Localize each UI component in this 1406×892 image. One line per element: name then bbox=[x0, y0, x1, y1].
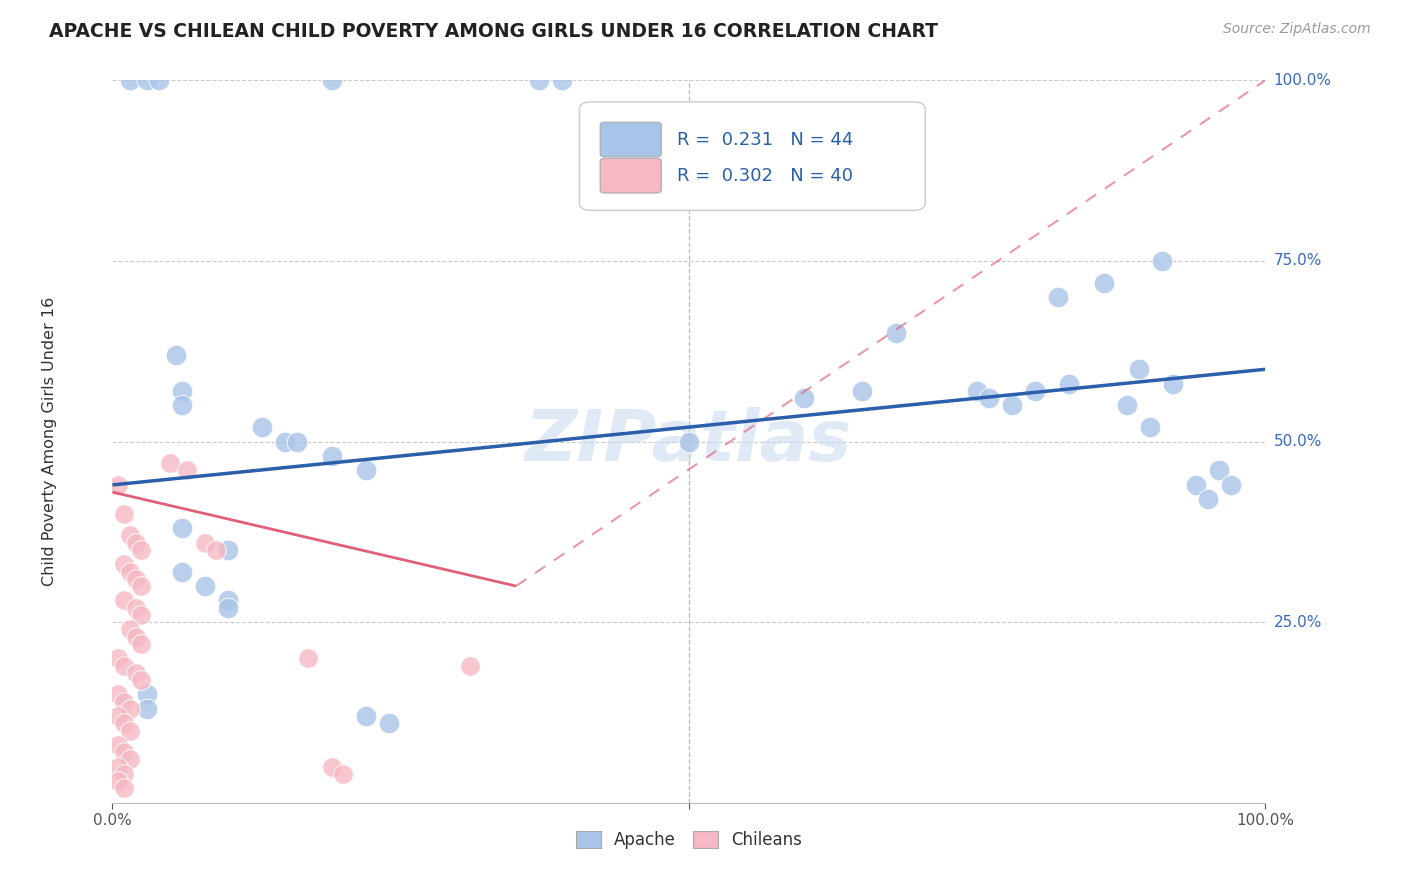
Text: 50.0%: 50.0% bbox=[1274, 434, 1322, 449]
Point bbox=[107, 709, 129, 723]
Text: 75.0%: 75.0% bbox=[1274, 253, 1322, 268]
Point bbox=[966, 384, 988, 398]
Point bbox=[112, 716, 135, 731]
Point bbox=[851, 384, 873, 398]
Point bbox=[124, 535, 146, 549]
Point bbox=[297, 651, 319, 665]
Point bbox=[129, 637, 153, 651]
Point bbox=[332, 767, 354, 781]
FancyBboxPatch shape bbox=[600, 158, 661, 193]
Point bbox=[1139, 420, 1161, 434]
Point bbox=[112, 781, 135, 796]
Point bbox=[118, 623, 141, 637]
Point bbox=[354, 463, 377, 477]
Point bbox=[124, 572, 146, 586]
Point bbox=[1128, 362, 1150, 376]
Point bbox=[112, 658, 135, 673]
Point bbox=[136, 687, 159, 701]
FancyBboxPatch shape bbox=[600, 122, 661, 157]
Point bbox=[217, 542, 239, 557]
Point bbox=[1161, 376, 1184, 391]
Text: Child Poverty Among Girls Under 16: Child Poverty Among Girls Under 16 bbox=[42, 297, 56, 586]
Point bbox=[1001, 398, 1024, 412]
Point bbox=[118, 565, 141, 579]
Point bbox=[252, 420, 274, 434]
Point bbox=[321, 73, 343, 87]
Point bbox=[118, 528, 141, 542]
Point bbox=[458, 658, 481, 673]
Point bbox=[136, 702, 159, 716]
Point bbox=[118, 73, 141, 87]
Point bbox=[107, 478, 129, 492]
Point bbox=[217, 593, 239, 607]
Point bbox=[1208, 463, 1230, 477]
Point bbox=[551, 73, 574, 87]
Text: 25.0%: 25.0% bbox=[1274, 615, 1322, 630]
Point bbox=[176, 463, 198, 477]
Point bbox=[129, 607, 153, 622]
Point bbox=[124, 630, 146, 644]
Point bbox=[107, 738, 129, 752]
Point bbox=[1150, 253, 1173, 268]
Text: R =  0.302   N = 40: R = 0.302 N = 40 bbox=[678, 167, 853, 185]
Point bbox=[170, 521, 193, 535]
Point bbox=[1185, 478, 1208, 492]
Point bbox=[107, 651, 129, 665]
Point bbox=[112, 745, 135, 759]
Legend: Apache, Chileans: Apache, Chileans bbox=[569, 824, 808, 856]
Point bbox=[354, 709, 377, 723]
Point bbox=[129, 579, 153, 593]
Point bbox=[793, 391, 815, 405]
Point bbox=[886, 326, 908, 340]
Point bbox=[1197, 492, 1219, 507]
Text: APACHE VS CHILEAN CHILD POVERTY AMONG GIRLS UNDER 16 CORRELATION CHART: APACHE VS CHILEAN CHILD POVERTY AMONG GI… bbox=[49, 22, 938, 41]
Point bbox=[112, 558, 135, 572]
Text: Source: ZipAtlas.com: Source: ZipAtlas.com bbox=[1223, 22, 1371, 37]
Point bbox=[1219, 478, 1241, 492]
Point bbox=[129, 542, 153, 557]
Point bbox=[1059, 376, 1081, 391]
Point bbox=[107, 687, 129, 701]
Text: ZIPatlas: ZIPatlas bbox=[526, 407, 852, 476]
Point bbox=[321, 760, 343, 774]
Point bbox=[112, 593, 135, 607]
Point bbox=[1046, 290, 1069, 304]
Point bbox=[170, 398, 193, 412]
Point bbox=[136, 73, 159, 87]
Point bbox=[1024, 384, 1046, 398]
Point bbox=[129, 673, 153, 687]
Text: R =  0.231   N = 44: R = 0.231 N = 44 bbox=[678, 130, 853, 149]
Point bbox=[107, 760, 129, 774]
Point bbox=[194, 579, 217, 593]
Point bbox=[124, 600, 146, 615]
Point bbox=[148, 73, 170, 87]
Point bbox=[378, 716, 401, 731]
Text: 100.0%: 100.0% bbox=[1274, 73, 1331, 87]
Point bbox=[1092, 276, 1115, 290]
Point bbox=[170, 565, 193, 579]
Point bbox=[112, 507, 135, 521]
Point bbox=[1116, 398, 1139, 412]
Point bbox=[107, 774, 129, 789]
Point bbox=[118, 723, 141, 738]
Point bbox=[321, 449, 343, 463]
Point bbox=[977, 391, 1000, 405]
Point bbox=[678, 434, 700, 449]
Point bbox=[194, 535, 217, 549]
FancyBboxPatch shape bbox=[579, 102, 925, 211]
Point bbox=[165, 348, 187, 362]
Point bbox=[205, 542, 228, 557]
Point bbox=[118, 702, 141, 716]
Point bbox=[124, 665, 146, 680]
Point bbox=[217, 600, 239, 615]
Point bbox=[112, 695, 135, 709]
Point bbox=[112, 767, 135, 781]
Point bbox=[527, 73, 550, 87]
Point bbox=[274, 434, 297, 449]
Point bbox=[159, 456, 181, 470]
Point bbox=[118, 752, 141, 766]
Point bbox=[170, 384, 193, 398]
Point bbox=[285, 434, 308, 449]
